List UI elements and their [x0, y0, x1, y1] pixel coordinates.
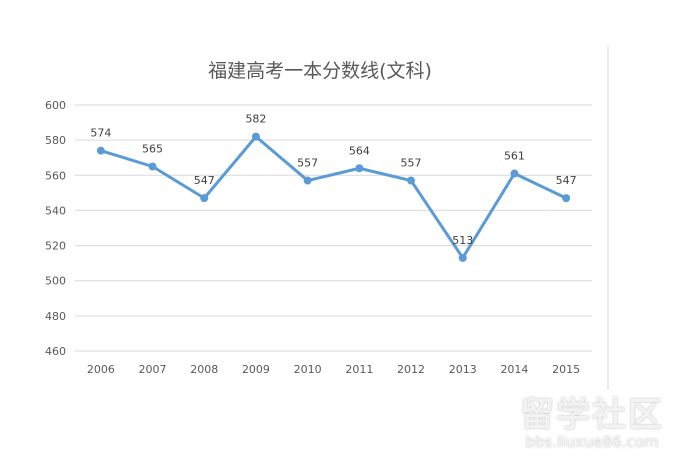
y-tick-label: 500	[45, 275, 66, 288]
watermark-url: bbs.liuxue86.com	[525, 433, 659, 451]
x-tick-label: 2014	[500, 363, 528, 376]
data-point	[355, 164, 364, 173]
data-label: 561	[504, 150, 525, 163]
data-point	[148, 162, 157, 171]
watermark: 留学社区 bbs.liuxue86.com	[520, 396, 664, 450]
x-tick-label: 2011	[345, 363, 373, 376]
data-label: 513	[452, 234, 473, 247]
y-tick-label: 600	[45, 99, 66, 112]
y-tick-label: 580	[45, 134, 66, 147]
data-label: 574	[90, 127, 111, 140]
x-tick-label: 2013	[449, 363, 477, 376]
y-tick-label: 460	[45, 345, 66, 358]
chart-title: 福建高考一本分数线(文科)	[208, 60, 432, 82]
data-point	[96, 146, 105, 155]
y-tick-label: 480	[45, 310, 66, 323]
x-tick-label: 2015	[552, 363, 580, 376]
series-line	[100, 135, 567, 260]
data-label: 565	[142, 143, 163, 156]
data-label: 582	[245, 113, 266, 126]
data-label: 547	[194, 174, 215, 187]
x-tick-label: 2007	[139, 363, 167, 376]
data-point	[458, 253, 467, 262]
y-tick-label: 520	[45, 240, 66, 253]
data-label: 547	[556, 174, 577, 187]
y-tick-label: 560	[45, 169, 66, 182]
y-tick-label: 540	[45, 204, 66, 217]
x-tick-label: 2012	[397, 363, 425, 376]
data-point	[251, 132, 260, 141]
data-label: 557	[401, 157, 422, 170]
x-tick-label: 2009	[242, 363, 270, 376]
watermark-text: 留学社区	[520, 395, 664, 435]
x-tick-label: 2006	[87, 363, 115, 376]
data-point	[200, 194, 209, 203]
x-tick-label: 2010	[294, 363, 322, 376]
data-label: 564	[349, 144, 370, 157]
data-point	[303, 176, 312, 185]
data-point	[510, 169, 519, 178]
data-point	[562, 194, 571, 203]
data-label: 557	[297, 157, 318, 170]
x-tick-label: 2008	[190, 363, 218, 376]
data-point	[407, 176, 416, 185]
